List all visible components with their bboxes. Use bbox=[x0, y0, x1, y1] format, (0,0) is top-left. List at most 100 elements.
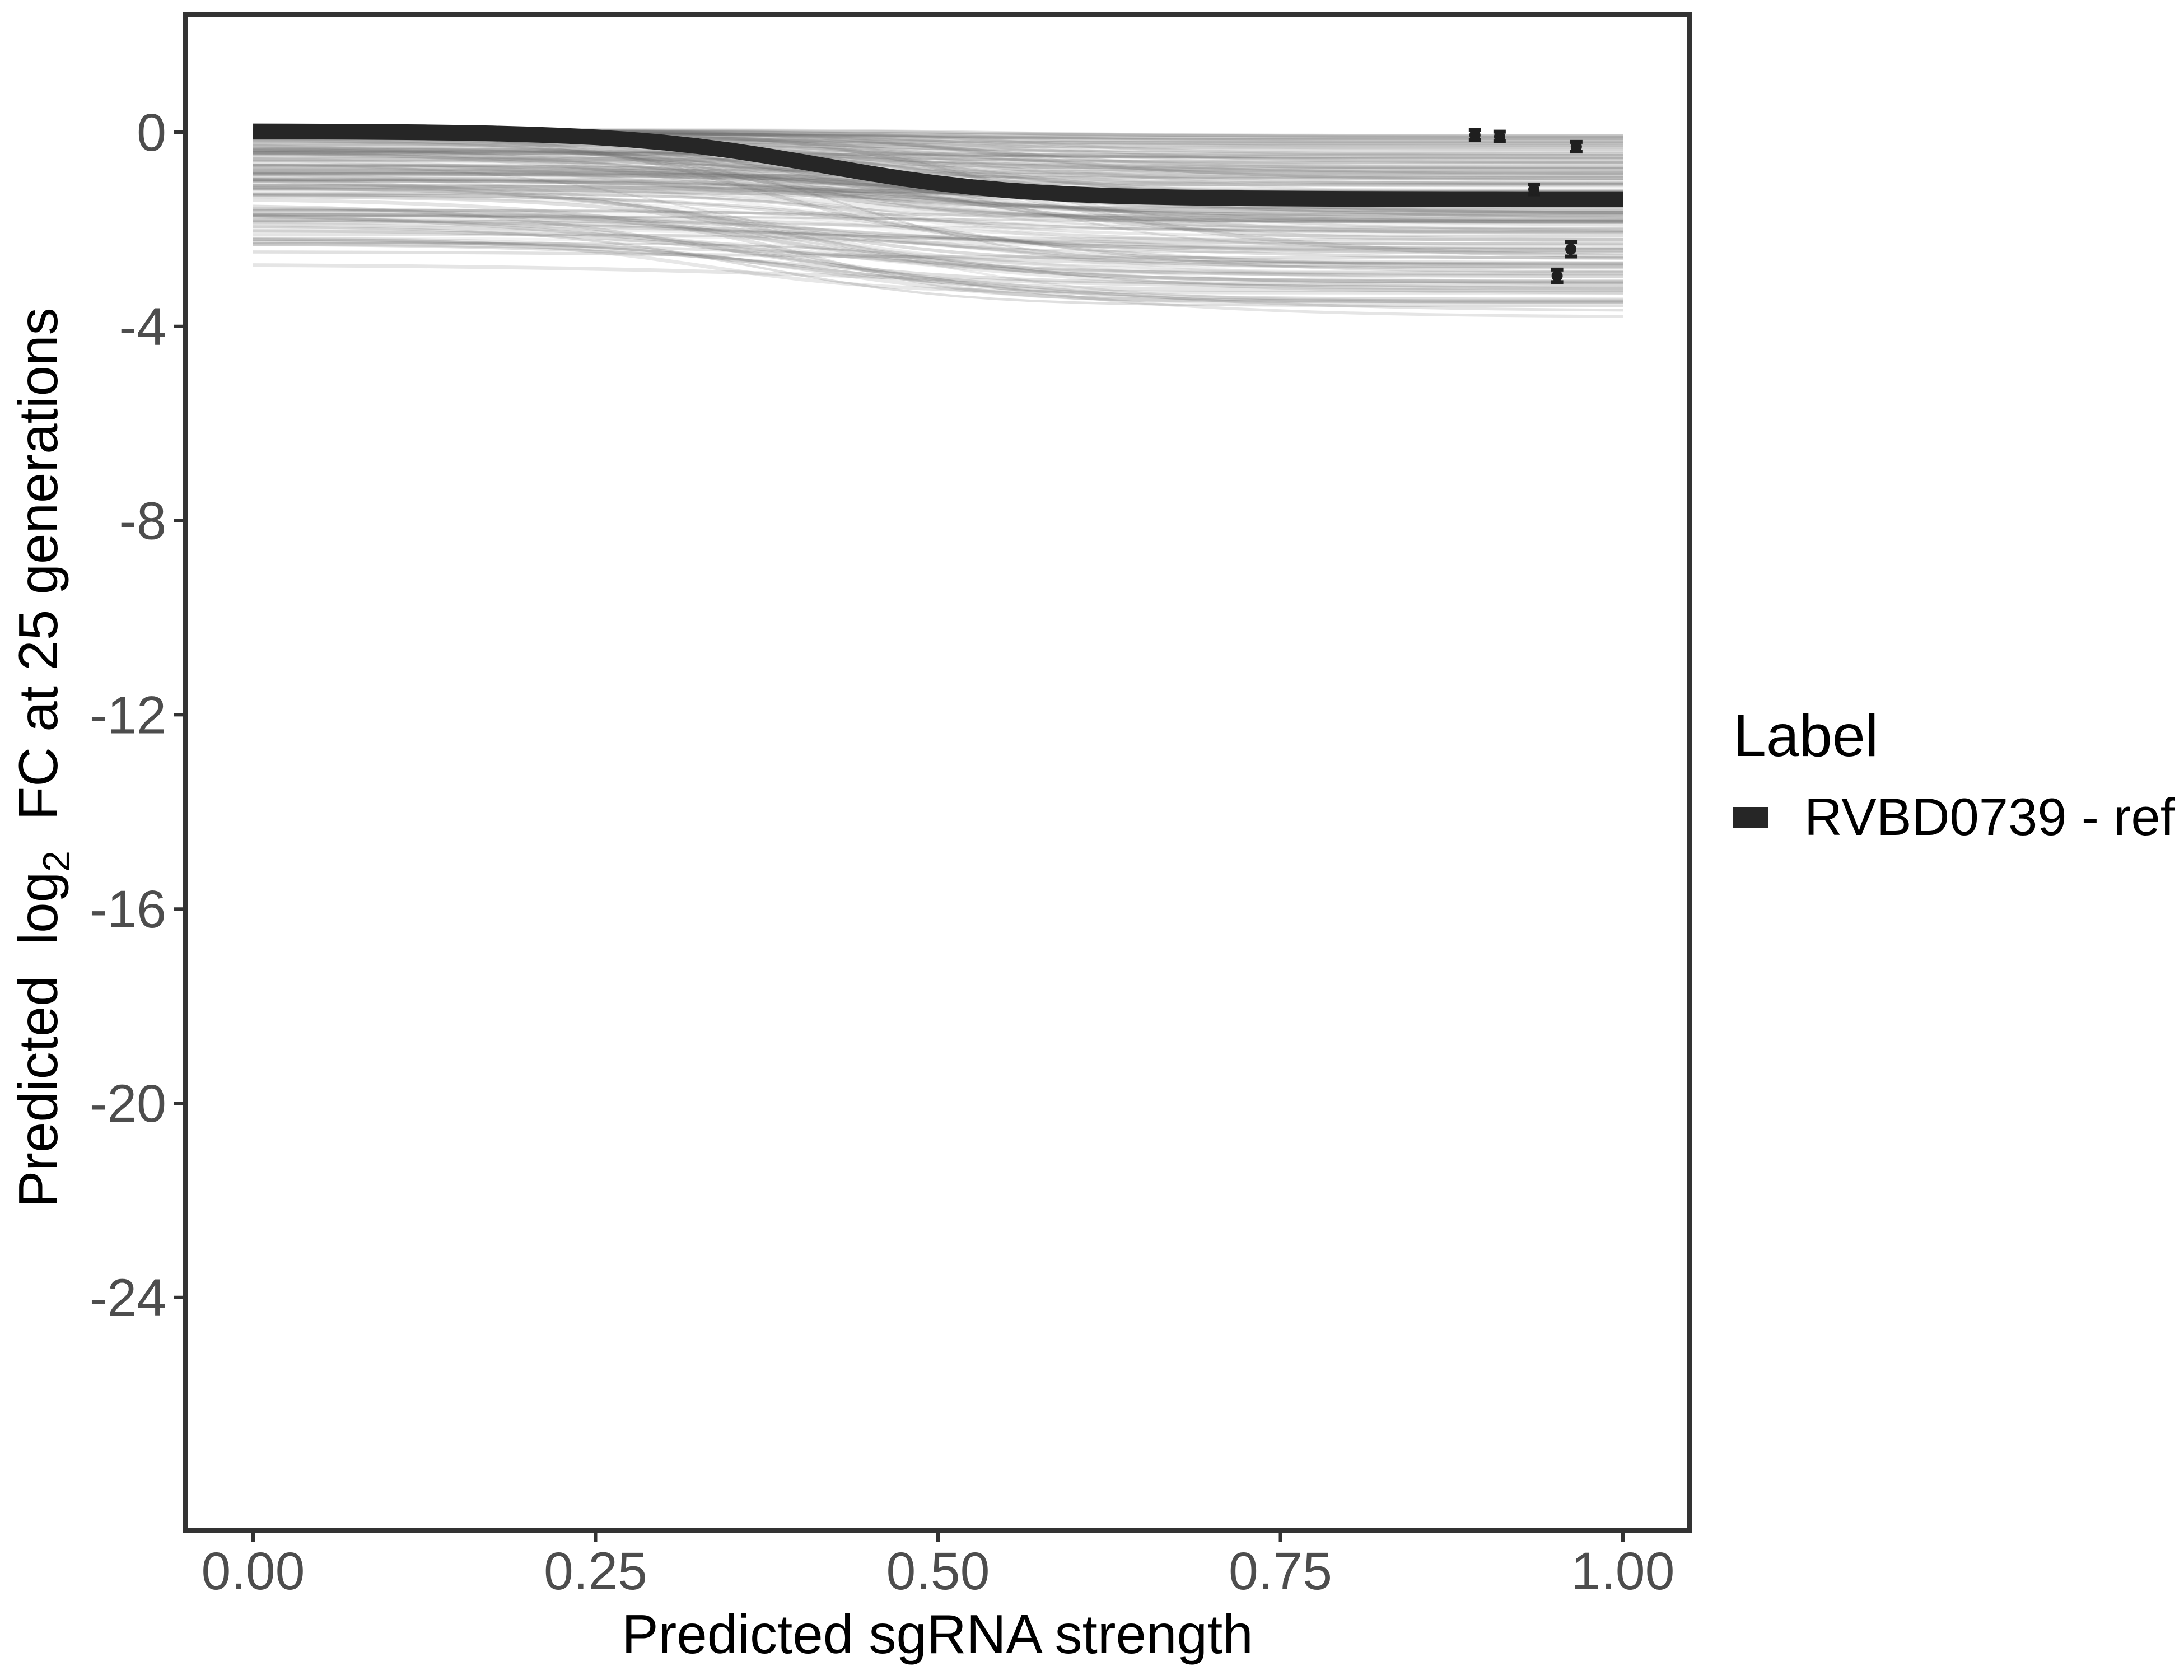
background-curve bbox=[253, 148, 1623, 219]
background-curve bbox=[253, 193, 1623, 273]
background-curve bbox=[253, 221, 1623, 250]
legend-entry-label: RVBD0739 - ref bbox=[1804, 787, 2176, 846]
background-curve bbox=[253, 192, 1623, 238]
background-curve bbox=[253, 238, 1623, 304]
background-curve bbox=[253, 208, 1623, 253]
background-curve bbox=[253, 150, 1623, 214]
background-curve bbox=[253, 157, 1623, 170]
y-tick-label: -12 bbox=[90, 685, 166, 745]
background-curve bbox=[253, 198, 1623, 284]
background-curve bbox=[253, 214, 1623, 278]
background-curve bbox=[253, 152, 1623, 234]
background-curve bbox=[253, 164, 1623, 174]
background-curve bbox=[253, 236, 1623, 305]
background-curve bbox=[253, 186, 1623, 265]
background-curve bbox=[253, 145, 1623, 177]
background-curve bbox=[253, 211, 1623, 304]
error-bar-point bbox=[1468, 128, 1481, 142]
background-curve bbox=[253, 164, 1623, 217]
background-curve bbox=[253, 172, 1623, 275]
background-curve bbox=[253, 153, 1623, 222]
background-curve bbox=[253, 153, 1623, 216]
y-tick-label: -8 bbox=[119, 492, 166, 551]
background-curve bbox=[253, 250, 1623, 259]
background-curve bbox=[253, 178, 1623, 266]
background-curve bbox=[253, 233, 1623, 269]
background-curve bbox=[253, 183, 1623, 215]
background-curve bbox=[253, 164, 1623, 254]
y-axis: 0 -4 -8 -12 -16 -20 -24 bbox=[90, 103, 185, 1328]
data-point bbox=[1528, 184, 1540, 195]
background-curve bbox=[253, 219, 1623, 245]
y-tick-label: -4 bbox=[119, 297, 166, 357]
background-curve bbox=[253, 192, 1623, 222]
background-curve bbox=[253, 188, 1623, 222]
background-curve bbox=[253, 157, 1623, 174]
error-bar-point bbox=[1570, 139, 1583, 154]
background-curve bbox=[253, 176, 1623, 242]
y-axis-title: Predicted log2 FC at 25 generations bbox=[7, 262, 78, 1284]
y-tick-label: -16 bbox=[90, 880, 166, 939]
background-curve bbox=[253, 208, 1623, 218]
background-curve bbox=[253, 212, 1623, 260]
background-curve bbox=[253, 208, 1623, 234]
background-curve bbox=[253, 215, 1623, 224]
background-curve bbox=[253, 151, 1623, 160]
x-tick-label: 0.00 bbox=[202, 1542, 305, 1601]
y-axis-title-subscript: 2 bbox=[35, 851, 78, 872]
background-curve bbox=[253, 149, 1623, 232]
background-curve bbox=[253, 148, 1623, 158]
background-curve bbox=[253, 263, 1623, 291]
background-curve bbox=[253, 162, 1623, 214]
legend-title: Label bbox=[1733, 703, 1878, 769]
background-curve bbox=[253, 172, 1623, 231]
background-curve bbox=[253, 156, 1623, 180]
background-curve bbox=[253, 221, 1623, 287]
background-curve bbox=[253, 183, 1623, 268]
background-curve bbox=[253, 241, 1623, 292]
background-curve bbox=[253, 181, 1623, 256]
background-curve bbox=[253, 240, 1623, 269]
background-curve bbox=[253, 157, 1623, 224]
background-curve bbox=[253, 147, 1623, 265]
data-point bbox=[1494, 130, 1505, 142]
data-points-layer bbox=[1468, 128, 1583, 284]
legend-key-line-swatch bbox=[1733, 807, 1768, 828]
error-bar-point bbox=[1551, 267, 1564, 284]
y-axis-title-prefix: Predicted log bbox=[7, 872, 69, 1207]
y-tick-label: -20 bbox=[90, 1074, 166, 1133]
background-curve bbox=[253, 178, 1623, 224]
background-curve bbox=[253, 212, 1623, 279]
background-curve bbox=[253, 179, 1623, 214]
background-curve bbox=[253, 150, 1623, 184]
background-curve bbox=[253, 150, 1623, 166]
background-curve bbox=[253, 212, 1623, 276]
background-curve bbox=[253, 150, 1623, 169]
background-curve bbox=[253, 168, 1623, 178]
background-curve bbox=[253, 175, 1623, 248]
data-point bbox=[1469, 129, 1481, 141]
background-curve bbox=[253, 218, 1623, 242]
x-tick-label: 1.00 bbox=[1571, 1542, 1675, 1601]
background-curve bbox=[253, 225, 1623, 251]
y-axis-title-suffix: FC at 25 generations bbox=[7, 307, 69, 851]
background-curve bbox=[253, 242, 1623, 288]
x-tick-label: 0.50 bbox=[886, 1542, 990, 1601]
x-axis-title: Predicted sgRNA strength bbox=[622, 1603, 1253, 1665]
background-curve bbox=[253, 151, 1623, 230]
background-curve bbox=[253, 194, 1623, 283]
background-curve bbox=[253, 151, 1623, 165]
background-curve bbox=[253, 148, 1623, 160]
background-curve bbox=[253, 229, 1623, 301]
y-tick-label: -24 bbox=[90, 1268, 166, 1328]
background-curve bbox=[253, 172, 1623, 227]
x-tick-label: 0.75 bbox=[1229, 1542, 1332, 1601]
background-curve bbox=[253, 217, 1623, 302]
error-bar-point bbox=[1493, 129, 1506, 143]
background-curve bbox=[253, 236, 1623, 291]
background-curve bbox=[253, 230, 1623, 251]
background-curve bbox=[253, 204, 1623, 286]
background-curve bbox=[253, 193, 1623, 267]
background-curve bbox=[253, 226, 1623, 307]
